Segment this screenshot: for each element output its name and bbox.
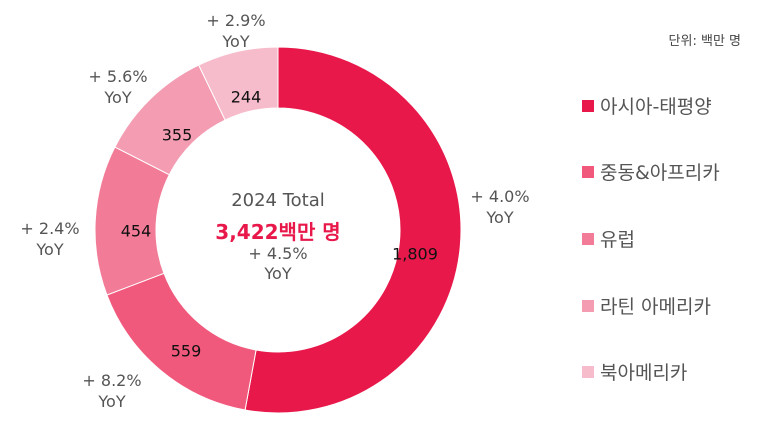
legend-label: 라틴 아메리카 bbox=[600, 296, 711, 318]
yoy-value: + 4.0% bbox=[470, 187, 530, 206]
center-total-value: 3,422백만 명 bbox=[215, 220, 341, 244]
yoy-label-5: + 2.9% YoY bbox=[196, 10, 276, 52]
legend-swatch bbox=[582, 165, 594, 178]
legend-item-3: 유럽 bbox=[582, 225, 635, 252]
legend-label: 아시아-태평양 bbox=[600, 96, 712, 118]
slice-value-label-1: 1,809 bbox=[392, 245, 438, 264]
yoy-value: + 5.6% bbox=[88, 67, 148, 86]
center-total-label: 2024 Total bbox=[231, 190, 325, 211]
center-total-yoy: + 4.5% YoY bbox=[208, 244, 348, 284]
yoy-unit: YoY bbox=[486, 208, 514, 227]
center-yoy-value: + 4.5% bbox=[248, 244, 308, 263]
legend-label: 중동&아프리카 bbox=[600, 162, 720, 184]
legend-item-4: 라틴 아메리카 bbox=[582, 292, 711, 319]
yoy-label-3: + 2.4% YoY bbox=[10, 218, 90, 260]
donut-slice-1 bbox=[244, 46, 462, 414]
yoy-value: + 8.2% bbox=[82, 371, 142, 390]
legend-swatch bbox=[582, 299, 594, 312]
legend-item-1: 아시아-태평양 bbox=[582, 92, 712, 119]
legend-swatch bbox=[582, 99, 594, 112]
legend-label: 북아메리카 bbox=[600, 362, 688, 384]
legend-item-2: 중동&아프리카 bbox=[582, 158, 720, 185]
legend-swatch bbox=[582, 232, 594, 245]
yoy-label-1: + 4.0% YoY bbox=[460, 186, 540, 228]
yoy-unit: YoY bbox=[104, 88, 132, 107]
slice-value-label-3: 454 bbox=[121, 222, 152, 241]
center-yoy-unit: YoY bbox=[264, 264, 292, 283]
legend-label: 유럽 bbox=[600, 229, 635, 251]
legend-item-5: 북아메리카 bbox=[582, 358, 687, 385]
yoy-label-4: + 5.6% YoY bbox=[78, 66, 158, 108]
slice-value-label-4: 355 bbox=[162, 126, 193, 145]
yoy-value: + 2.4% bbox=[20, 219, 80, 238]
yoy-unit: YoY bbox=[36, 240, 64, 259]
slice-value-label-5: 244 bbox=[231, 88, 262, 107]
yoy-label-2: + 8.2% YoY bbox=[72, 370, 152, 412]
unit-label: 단위: 백만 명 bbox=[668, 34, 741, 49]
yoy-value: + 2.9% bbox=[206, 11, 266, 30]
yoy-unit: YoY bbox=[222, 32, 250, 51]
yoy-unit: YoY bbox=[98, 392, 126, 411]
legend-swatch bbox=[582, 365, 594, 378]
slice-value-label-2: 559 bbox=[171, 342, 202, 361]
donut-slice-5 bbox=[198, 46, 279, 121]
